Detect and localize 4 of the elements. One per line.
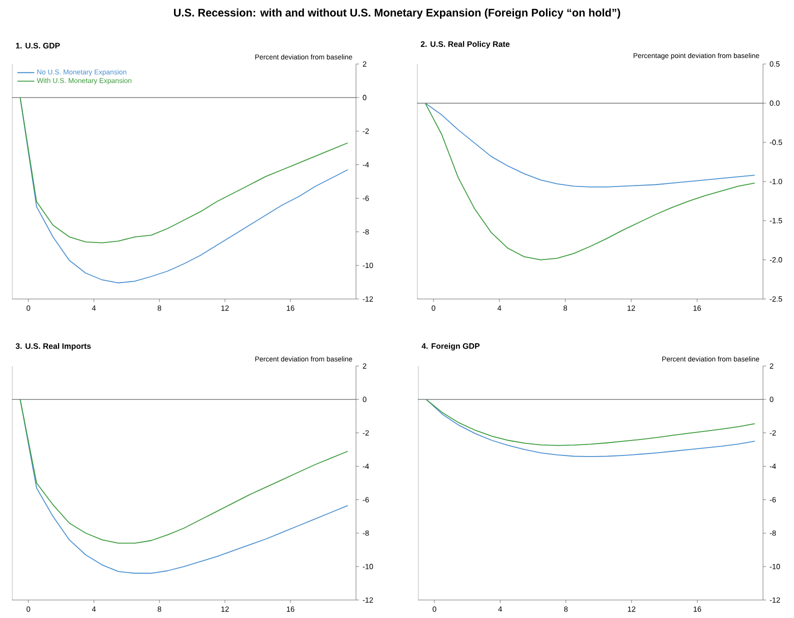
line-series xyxy=(426,398,756,446)
text: U.S. Recession: with and without U.S. Monetary Expansion (Foreign Policy “on hold”) xyxy=(174,8,620,19)
line-series xyxy=(20,398,348,544)
line-series xyxy=(20,97,348,244)
